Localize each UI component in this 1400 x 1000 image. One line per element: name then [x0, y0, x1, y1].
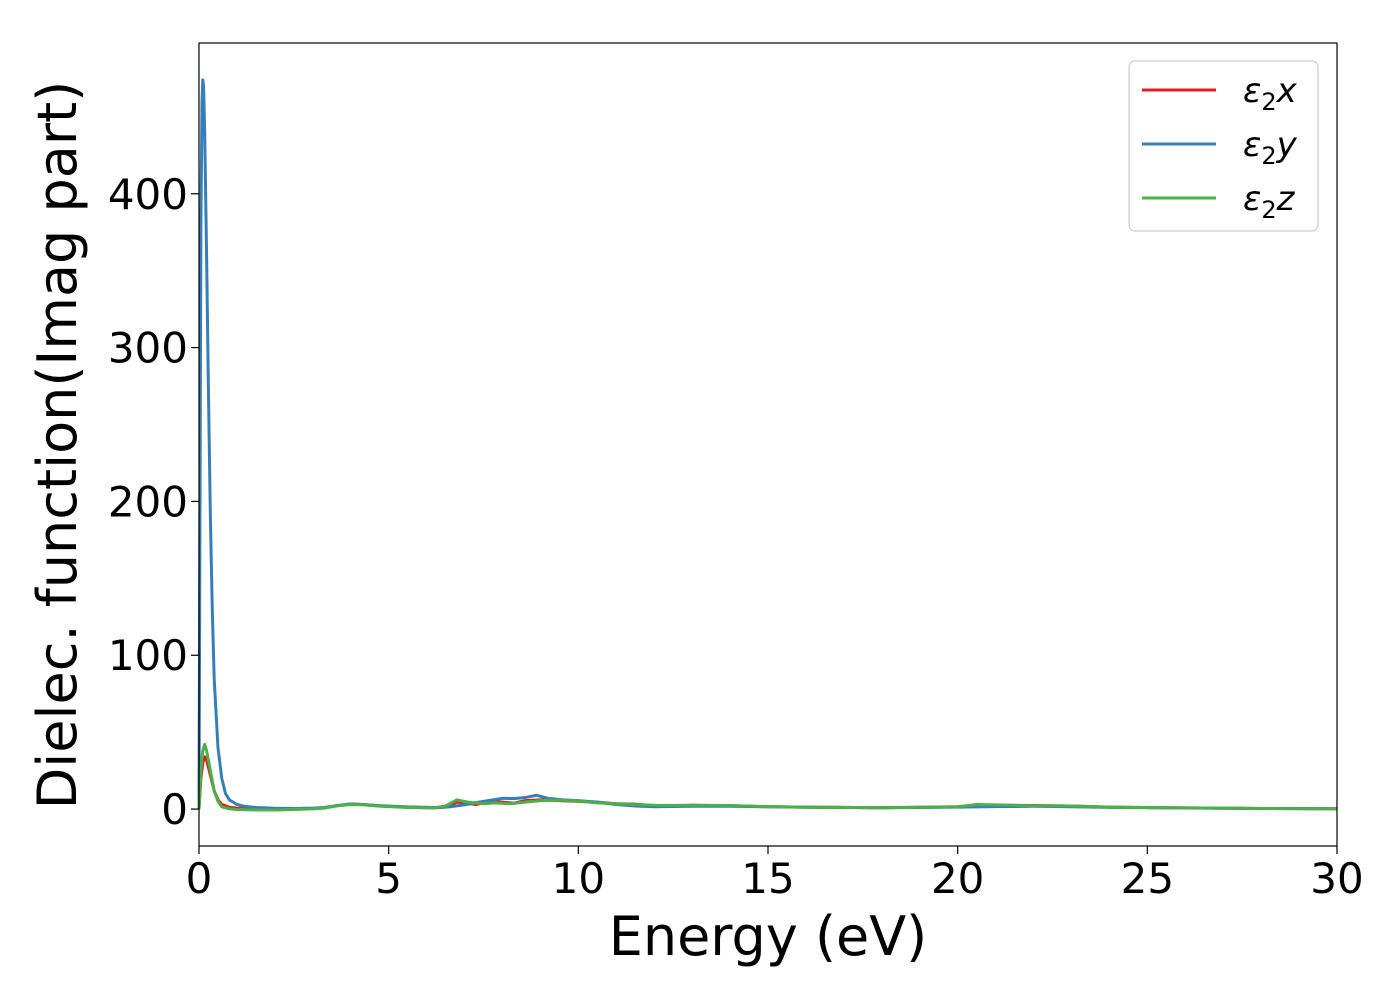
x-tick-label: 15	[741, 854, 794, 903]
legend-box	[1128, 60, 1319, 232]
y-tick-label: 300	[108, 324, 188, 373]
y-axis: 0 100 200 300 400	[108, 170, 199, 834]
series-line-z	[197, 742, 1338, 812]
legend-label-y: ε2y	[1243, 125, 1298, 170]
legend: ε2x ε2y ε2z	[1128, 60, 1319, 232]
y-tick-label: 0	[161, 785, 188, 834]
x-tick-label: 5	[375, 854, 402, 903]
x-tick-label: 10	[552, 854, 605, 903]
y-tick-label: 400	[108, 170, 188, 219]
y-axis-title: Dielec. function(Imag part)	[26, 81, 89, 810]
series-layer	[197, 78, 1338, 812]
legend-label-x: ε2x	[1243, 71, 1298, 116]
x-axis-title: Energy (eV)	[609, 905, 928, 968]
x-tick-label: 30	[1310, 854, 1363, 903]
legend-label-z: ε2z	[1243, 179, 1296, 224]
x-tick-label: 25	[1121, 854, 1174, 903]
y-tick-label: 200	[108, 477, 188, 526]
x-tick-label: 20	[931, 854, 984, 903]
x-tick-label: 0	[186, 854, 213, 903]
x-axis: 0 5 10 15 20 25 30	[186, 846, 1364, 903]
y-tick-label: 100	[108, 631, 188, 680]
